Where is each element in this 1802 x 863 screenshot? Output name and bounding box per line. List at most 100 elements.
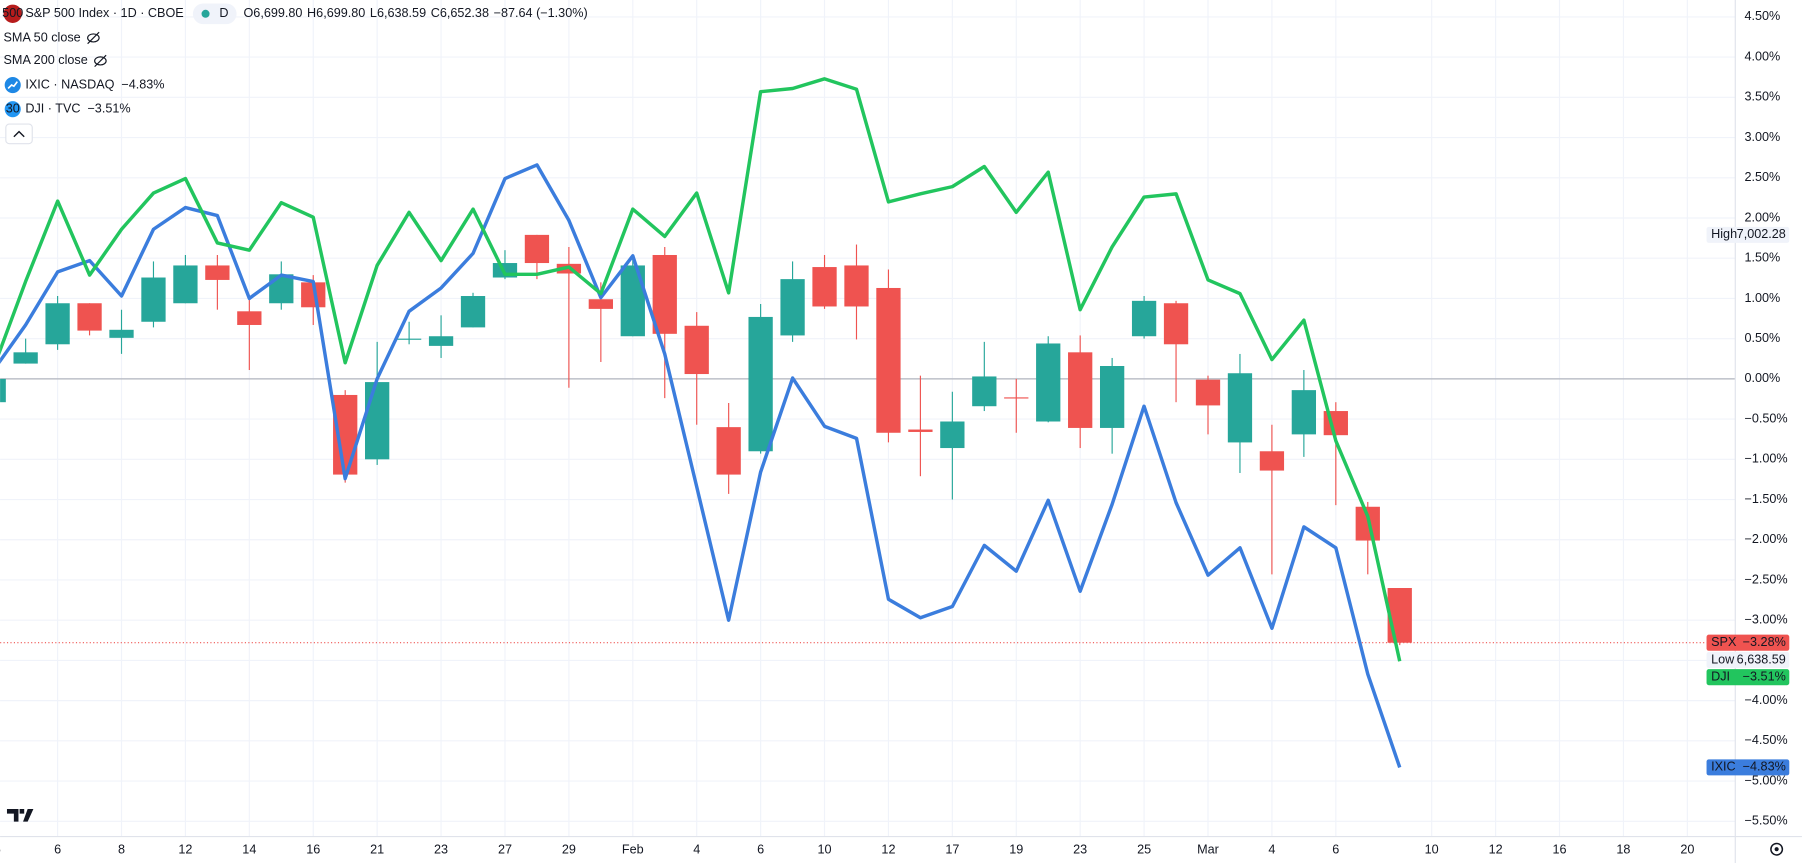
series-change: −4.83% bbox=[121, 77, 164, 91]
status-dot bbox=[201, 9, 210, 18]
x-tick-label: 8 bbox=[118, 843, 125, 857]
x-tick-label: 25 bbox=[1137, 843, 1151, 857]
hidden-eye-icon[interactable] bbox=[94, 54, 107, 68]
candle-body bbox=[77, 303, 102, 331]
x-tick-label: 23 bbox=[1073, 843, 1087, 857]
candle-body bbox=[1131, 300, 1157, 337]
candle-body bbox=[652, 254, 677, 334]
compare-line bbox=[0, 77, 1402, 662]
y-tick-label: 3.50% bbox=[1744, 90, 1780, 104]
candle-body bbox=[0, 378, 6, 403]
tv-logo[interactable] bbox=[6, 808, 34, 822]
gear bbox=[1770, 842, 1784, 856]
candle-body bbox=[45, 303, 70, 345]
collapse-button[interactable] bbox=[5, 123, 33, 145]
y-tick-label: −4.00% bbox=[1744, 693, 1787, 707]
x-tick-label: 20 bbox=[1680, 843, 1694, 857]
x-tick-label: 17 bbox=[945, 843, 959, 857]
candle-body bbox=[109, 329, 134, 338]
candle-body bbox=[780, 279, 805, 336]
candle-body bbox=[876, 287, 901, 433]
collapse-box bbox=[5, 123, 33, 145]
x-tick-label: 21 bbox=[370, 843, 384, 857]
price-tag-name: SPX bbox=[1711, 635, 1737, 649]
ohlc-key: C bbox=[431, 6, 440, 20]
ohlc-value: 6,699.80 bbox=[253, 6, 302, 20]
y-tick-label: 1.00% bbox=[1744, 291, 1780, 305]
change: −87.64 (−1.30%) bbox=[494, 6, 588, 20]
candle-body bbox=[1163, 303, 1189, 345]
candle-body bbox=[173, 265, 198, 304]
series-badge-text: 30 bbox=[6, 102, 20, 116]
interval-badge: D bbox=[219, 6, 228, 20]
y-tick-label: −5.00% bbox=[1744, 773, 1787, 787]
eye bbox=[94, 56, 107, 66]
candle-body bbox=[1195, 379, 1221, 406]
x-tick-label: 12 bbox=[178, 843, 192, 857]
candle-body bbox=[844, 265, 869, 307]
compare-line bbox=[0, 163, 1402, 768]
price-tag: High 7,002.28 bbox=[1706, 226, 1790, 243]
candle-body bbox=[716, 427, 741, 475]
candle-body bbox=[908, 429, 933, 432]
candle-body bbox=[269, 274, 294, 304]
gear-center bbox=[1774, 847, 1779, 852]
price-tag: IXIC −4.83% bbox=[1706, 759, 1790, 776]
candle-body bbox=[588, 299, 613, 309]
y-tick-label: 3.00% bbox=[1744, 130, 1780, 144]
x-tick-label: 6 bbox=[757, 843, 764, 857]
logo-shape bbox=[6, 808, 34, 822]
price-tag-value: −3.51% bbox=[1743, 670, 1786, 684]
ohlc-value: 6,652.38 bbox=[440, 6, 489, 20]
candle-body bbox=[460, 296, 486, 328]
indicator-name: SMA 50 close bbox=[4, 30, 81, 44]
x-tick-label: 16 bbox=[306, 843, 320, 857]
x-tick-label: 23 bbox=[434, 843, 448, 857]
candle-body bbox=[1227, 373, 1253, 443]
x-tick-label: 6 bbox=[1332, 843, 1339, 857]
candle-body bbox=[812, 267, 837, 307]
y-tick-label: 2.50% bbox=[1744, 170, 1780, 184]
chart-title: S&P 500 Index · 1D · CBOE bbox=[25, 6, 183, 20]
y-tick-label: 4.50% bbox=[1744, 9, 1780, 23]
x-tick-label: 14 bbox=[242, 843, 256, 857]
eye-slash bbox=[87, 31, 100, 45]
price-tag-name: IXIC bbox=[1711, 760, 1736, 774]
price-tag: Low 6,638.59 bbox=[1706, 651, 1790, 668]
price-tag-bg bbox=[1706, 634, 1790, 651]
x-tick-label: 10 bbox=[818, 843, 832, 857]
candle-body bbox=[13, 352, 38, 364]
x-tick-label: 29 bbox=[562, 843, 576, 857]
y-tick-label: −0.50% bbox=[1744, 411, 1787, 425]
price-tag: SPX −3.28% bbox=[1706, 634, 1790, 651]
y-tick-label: −5.50% bbox=[1744, 814, 1787, 828]
ohlc-value: 6,699.80 bbox=[316, 6, 365, 20]
candle-body bbox=[684, 325, 709, 375]
symbol-badge bbox=[3, 4, 22, 23]
y-tick-label: −3.00% bbox=[1744, 613, 1787, 627]
candle-body bbox=[940, 421, 965, 449]
hidden-eye-icon[interactable] bbox=[87, 31, 100, 45]
eye-slash bbox=[94, 54, 107, 68]
candle-body bbox=[1291, 390, 1317, 435]
x-tick-label: 19 bbox=[1009, 843, 1023, 857]
collapse-chevron bbox=[13, 130, 25, 138]
eye bbox=[87, 33, 100, 43]
price-tag-value: −4.83% bbox=[1743, 760, 1786, 774]
ohlc-key: L bbox=[370, 6, 377, 20]
series-badge-icon bbox=[7, 81, 18, 90]
price-tag-name: Low bbox=[1711, 652, 1735, 666]
series-change: −3.51% bbox=[87, 102, 130, 116]
price-tag-bg bbox=[1706, 651, 1790, 668]
ohlc-key: O bbox=[243, 6, 253, 20]
candle-body bbox=[428, 336, 454, 346]
y-tick-label: −2.50% bbox=[1744, 572, 1787, 586]
x-tick-label: Feb bbox=[622, 843, 644, 857]
candle-body bbox=[524, 234, 550, 264]
x-tick-label: 18 bbox=[1616, 843, 1630, 857]
settings-icon[interactable] bbox=[1770, 842, 1784, 856]
interval-pill[interactable] bbox=[192, 3, 237, 25]
price-tag-bg bbox=[1706, 759, 1790, 776]
y-tick-label: −2.00% bbox=[1744, 532, 1787, 546]
